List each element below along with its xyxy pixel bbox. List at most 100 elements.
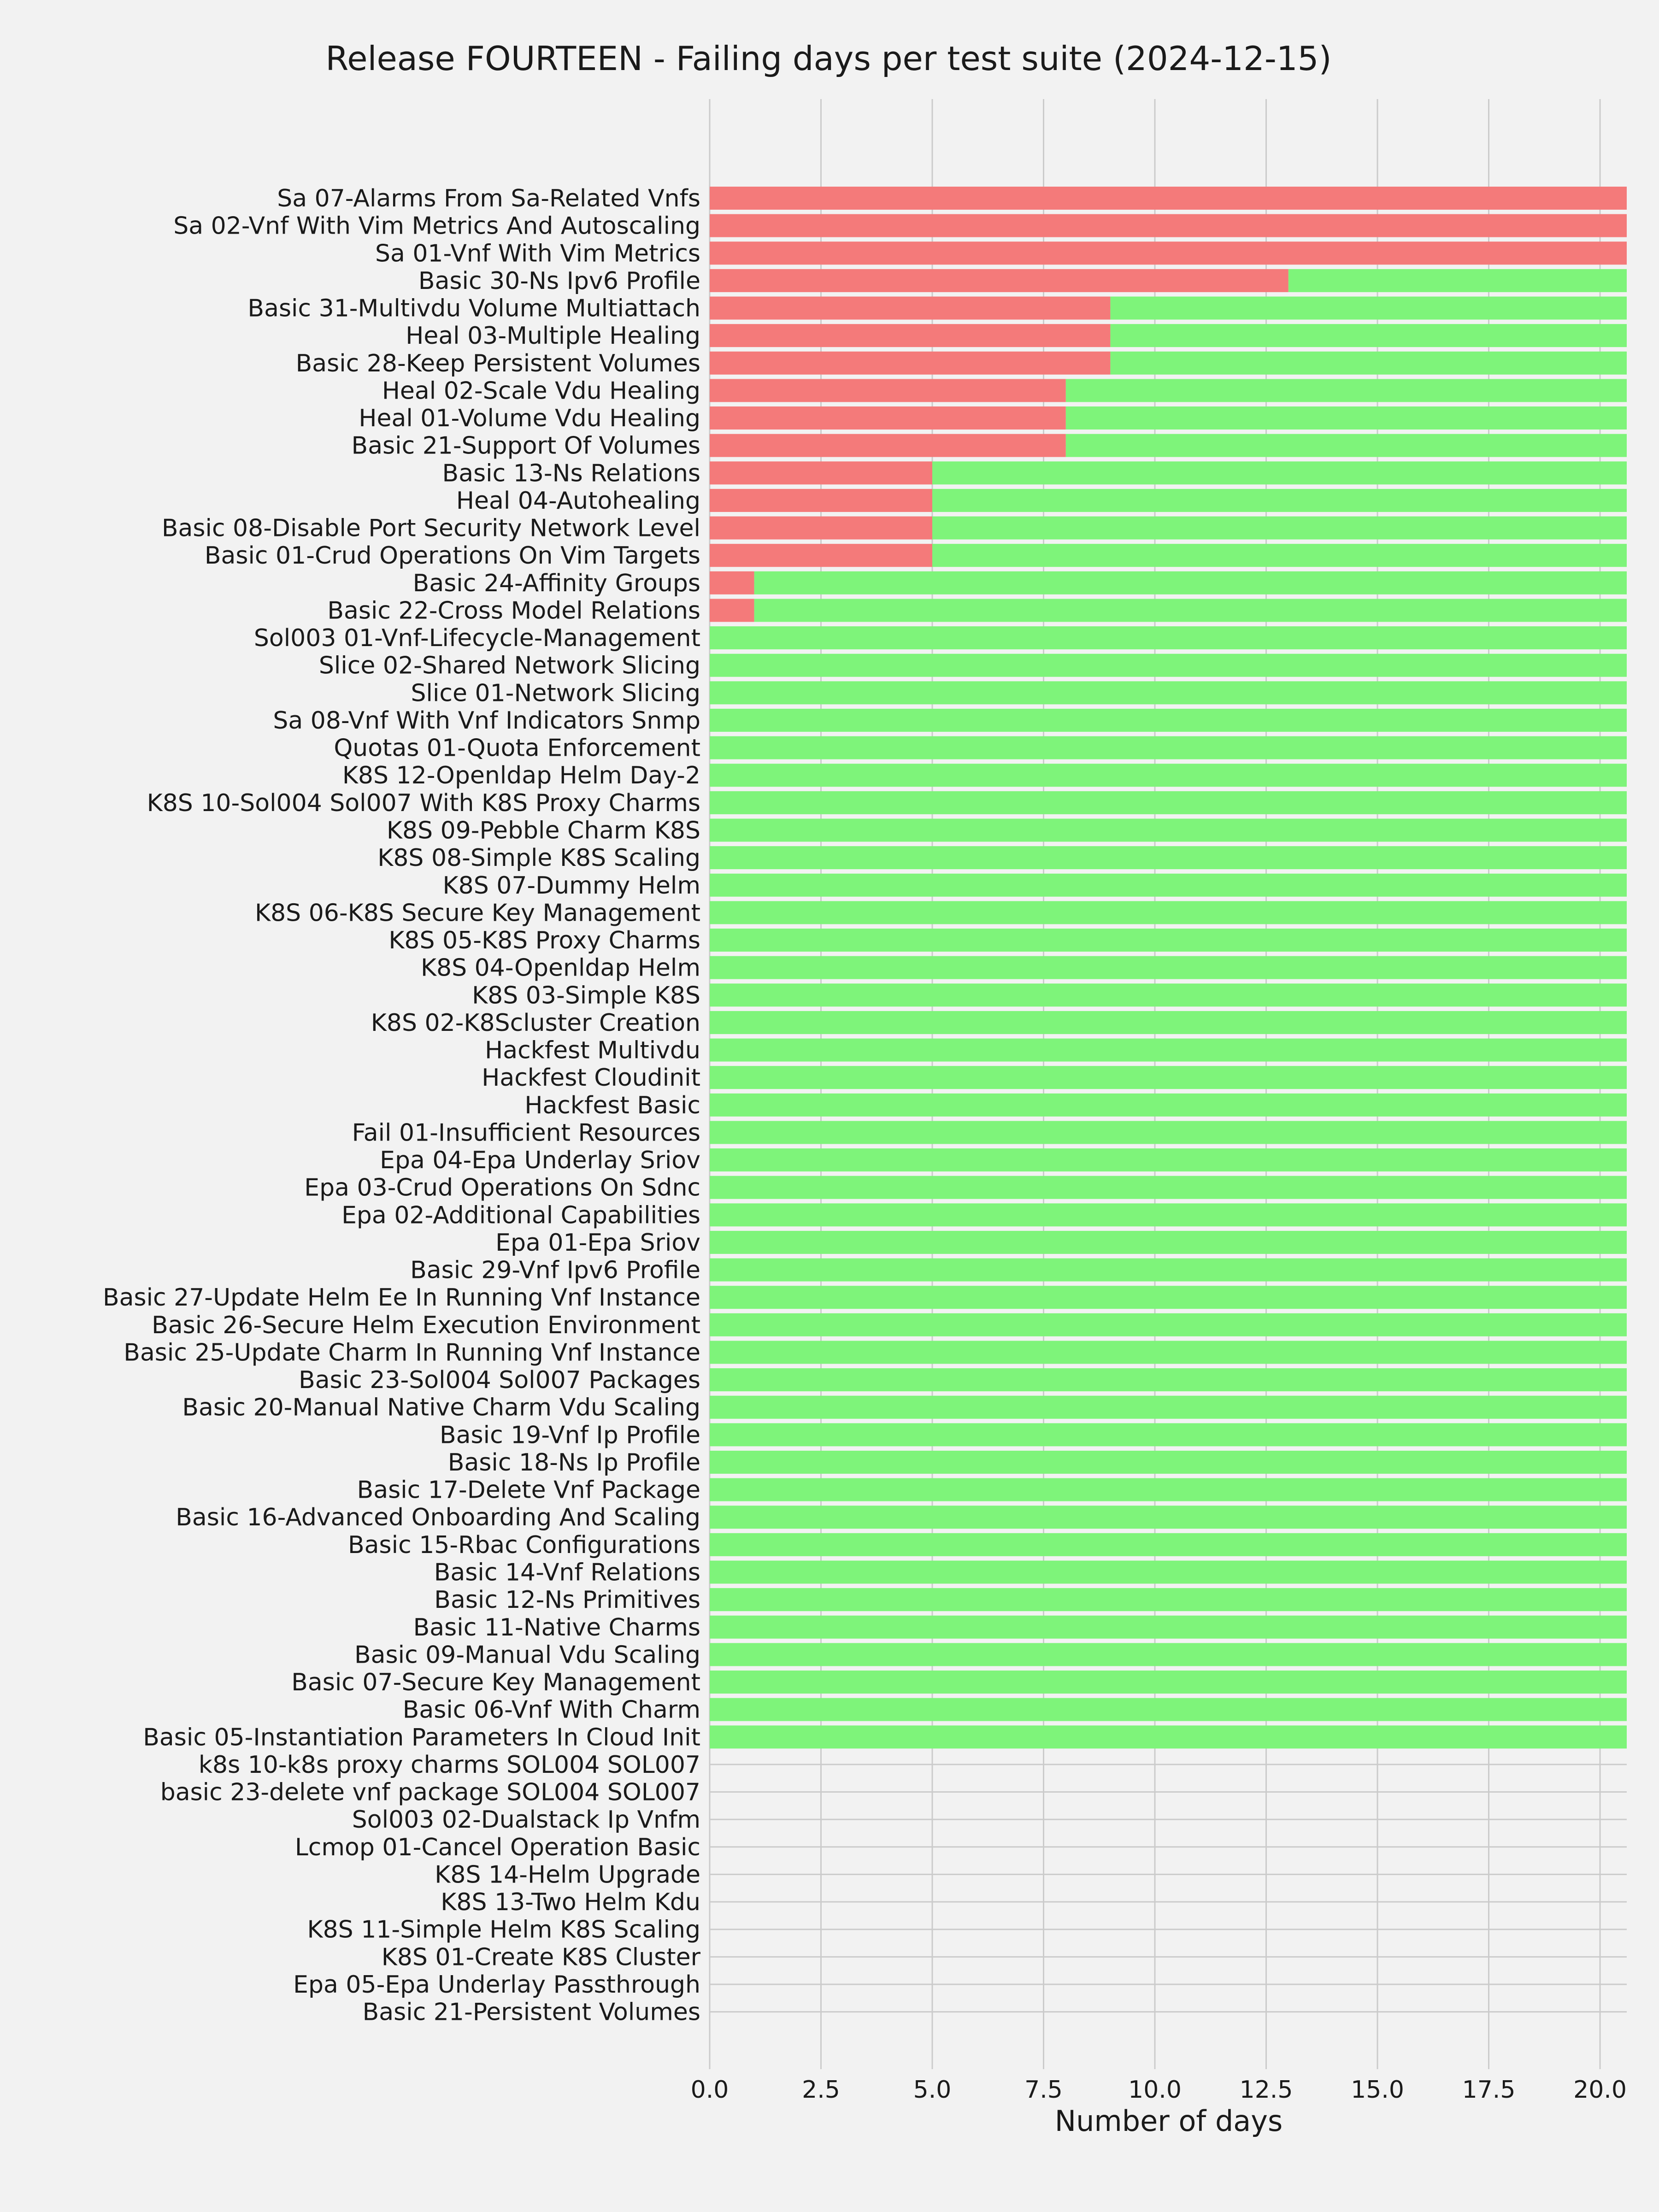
bar-passing (1065, 434, 1627, 457)
x-tick-label: 7.5 (1024, 2076, 1063, 2104)
y-tick-label: k8s 10-k8s proxy charms SOL004 SOL007 (199, 1751, 700, 1779)
bar-failing (710, 241, 1627, 265)
bar-passing (710, 956, 1627, 979)
bar-passing (932, 544, 1627, 567)
y-tick-label: Epa 02-Additional Capabilities (341, 1201, 700, 1229)
x-tick-label: 0.0 (691, 2076, 729, 2104)
y-tick-label: Basic 05-Instantiation Parameters In Clo… (143, 1724, 700, 1751)
bar-passing (710, 1725, 1627, 1749)
bar-passing (710, 1395, 1627, 1419)
bar-passing (710, 1588, 1627, 1612)
y-tick-label: K8S 05-K8S Proxy Charms (388, 927, 700, 954)
y-tick-label: Basic 19-Vnf Ip Profile (440, 1421, 700, 1449)
bar-passing (710, 1203, 1627, 1227)
bar-passing (710, 1341, 1627, 1364)
x-tick-label: 12.5 (1240, 2076, 1293, 2104)
y-tick-label: K8S 06-K8S Secure Key Management (255, 899, 700, 927)
bar-passing (710, 791, 1627, 814)
bar-passing (710, 873, 1627, 897)
bar-passing (710, 846, 1627, 870)
bar-failing (710, 406, 1066, 430)
bar-passing (710, 1423, 1627, 1447)
bar-failing (710, 214, 1627, 237)
bar-passing (754, 599, 1627, 622)
bar-passing (710, 1093, 1627, 1117)
bar-passing (710, 983, 1627, 1007)
bars (710, 187, 1627, 1749)
y-tick-label: Basic 12-Ns Primitives (434, 1586, 700, 1614)
bar-passing (710, 1368, 1627, 1392)
y-tick-label: Basic 23-Sol004 Sol007 Packages (299, 1366, 700, 1394)
y-tick-label: Sa 08-Vnf With Vnf Indicators Snmp (273, 707, 700, 735)
bar-passing (710, 1506, 1627, 1529)
bar-passing (710, 681, 1627, 705)
y-tick-label: basic 23-delete vnf package SOL004 SOL00… (160, 1779, 700, 1806)
bar-failing (710, 324, 1111, 347)
bar-passing (932, 488, 1627, 512)
y-tick-label: Basic 29-Vnf Ipv6 Profile (410, 1257, 700, 1284)
y-tick-label: Basic 20-Manual Native Charm Vdu Scaling (182, 1394, 700, 1422)
chart-title: Release FOURTEEN - Failing days per test… (325, 39, 1331, 78)
y-tick-label: Sa 02-Vnf With Vim Metrics And Autoscali… (173, 212, 700, 240)
y-tick-label: K8S 08-Simple K8S Scaling (377, 844, 700, 872)
bar-passing (710, 736, 1627, 759)
bar-failing (710, 351, 1111, 375)
y-tick-label: Hackfest Basic (524, 1092, 700, 1119)
y-tick-label: Basic 27-Update Helm Ee In Running Vnf I… (103, 1284, 700, 1312)
y-tick-label: Basic 01-Crud Operations On Vim Targets (205, 542, 700, 570)
y-tick-label: Basic 26-Secure Helm Execution Environme… (152, 1312, 700, 1339)
y-tick-label: Hackfest Multivdu (485, 1037, 700, 1065)
y-tick-label: Quotas 01-Quota Enforcement (334, 735, 700, 762)
x-tick-labels: 0.0 2.5 5.0 7.5 10.0 12.5 15.0 17.5 20.0 (691, 2076, 1627, 2104)
y-tick-label: K8S 01-Create K8S Cluster (382, 1943, 701, 1971)
bar-passing (710, 818, 1627, 842)
y-tick-label: K8S 09-Pebble Charm K8S (387, 817, 700, 844)
y-tick-label: Epa 01-Epa Sriov (495, 1229, 700, 1257)
y-tick-label: Basic 21-Support Of Volumes (352, 432, 700, 460)
y-tick-label: Sa 07-Alarms From Sa-Related Vnfs (277, 185, 700, 212)
bar-failing (710, 599, 754, 622)
bar-passing (710, 1286, 1627, 1309)
bar-passing (710, 1258, 1627, 1282)
y-tick-label: K8S 02-K8Scluster Creation (371, 1009, 700, 1037)
y-tick-label: Heal 03-Multiple Healing (406, 322, 700, 350)
y-tick-label: Basic 13-Ns Relations (442, 459, 700, 487)
y-tick-label: Basic 31-Multivdu Volume Multiattach (247, 295, 700, 323)
y-tick-label: Basic 24-Affinity Groups (413, 570, 700, 597)
bar-passing (710, 1230, 1627, 1254)
y-tick-label: K8S 04-Openldap Helm (421, 954, 700, 982)
x-tick-label: 17.5 (1462, 2076, 1516, 2104)
y-tick-label: Slice 02-Shared Network Slicing (319, 652, 700, 680)
bar-passing (754, 571, 1627, 594)
x-tick-label: 5.0 (913, 2076, 952, 2104)
bar-passing (710, 626, 1627, 650)
bar-failing (710, 544, 933, 567)
bar-passing (710, 708, 1627, 732)
bar-passing (1110, 324, 1627, 347)
y-tick-label: Heal 02-Scale Vdu Healing (382, 377, 700, 405)
bar-passing (710, 653, 1627, 677)
bar-passing (932, 516, 1627, 540)
y-tick-label: Basic 30-Ns Ipv6 Profile (418, 267, 700, 295)
y-tick-label: Heal 01-Volume Vdu Healing (359, 405, 700, 432)
y-tick-label: Lcmop 01-Cancel Operation Basic (295, 1834, 700, 1861)
x-tick-label: 15.0 (1351, 2076, 1404, 2104)
y-tick-label: Fail 01-Insufficient Resources (352, 1119, 700, 1147)
bar-failing (710, 187, 1627, 210)
bar-failing (710, 571, 754, 594)
y-tick-label: Basic 14-Vnf Relations (434, 1559, 700, 1587)
y-tick-label: Basic 22-Cross Model Relations (327, 597, 700, 624)
y-tick-label: K8S 11-Simple Helm K8S Scaling (307, 1916, 700, 1944)
y-tick-label: Epa 04-Epa Underlay Sriov (380, 1147, 700, 1174)
x-tick-label: 10.0 (1128, 2076, 1182, 2104)
bar-passing (710, 1038, 1627, 1062)
bar-passing (710, 1121, 1627, 1144)
y-tick-label: Basic 17-Delete Vnf Package (357, 1477, 700, 1504)
bar-passing (1110, 296, 1627, 320)
y-tick-label: K8S 12-Openldap Helm Day-2 (342, 762, 700, 789)
bar-passing (932, 461, 1627, 485)
bar-failing (710, 461, 933, 485)
